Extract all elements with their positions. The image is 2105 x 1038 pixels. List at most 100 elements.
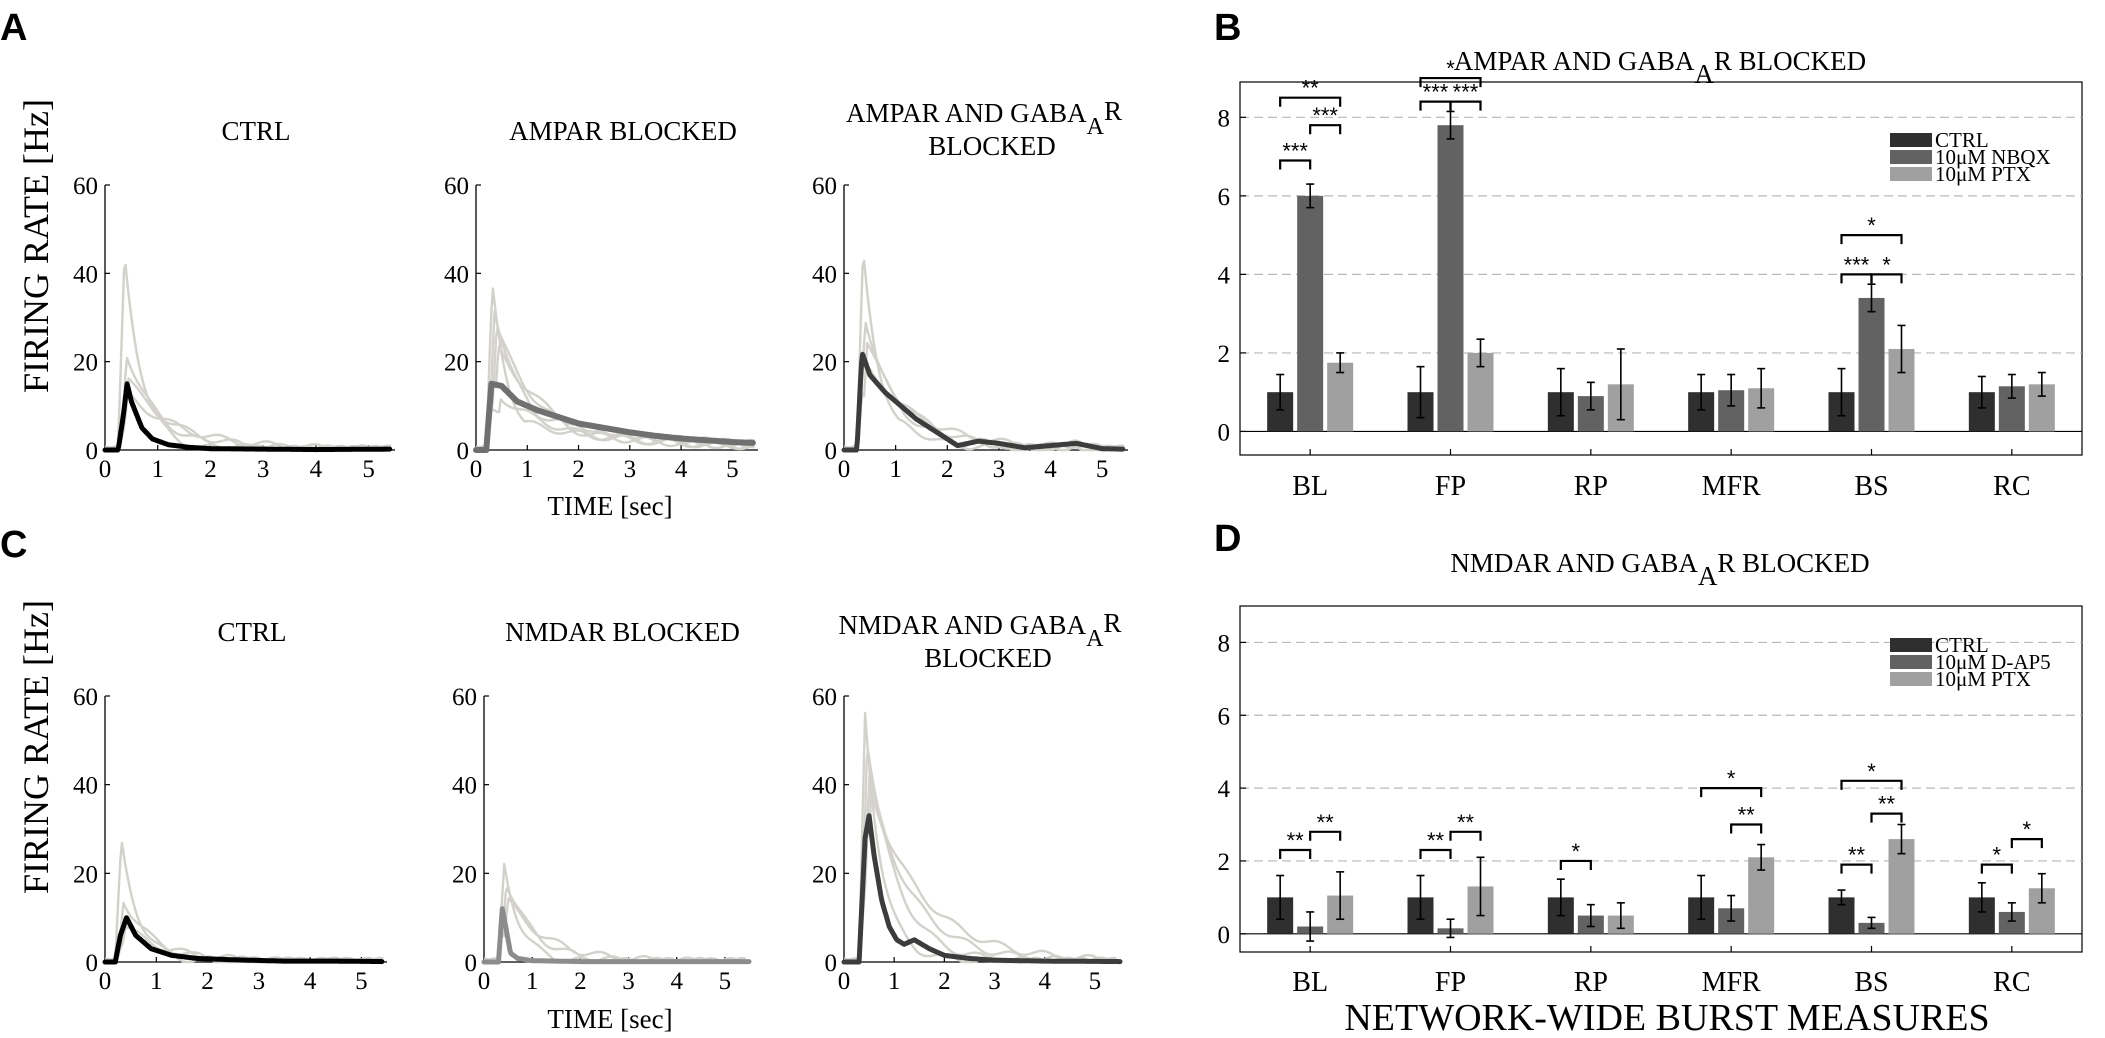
chart-title: CTRL [221,116,290,146]
line-chart-c2: NMDAR BLOCKED 0 20 40 60 0 1 2 3 4 5 [452,617,752,995]
y-tick-label: 60 [73,173,98,200]
bar-chart-b: AMPAR AND GABAAR BLOCKED 0 2 4 6 8 BL FP RP MFR BS… [1218,46,2083,502]
significance-bracket [1419,76,1482,88]
significance-label: * [1572,839,1581,864]
chart-title-part: NMDAR AND GABA [1450,548,1698,578]
bar [1327,362,1354,432]
legend-swatch [1890,655,1932,669]
x-tick-label: RP [1574,967,1608,998]
significance-bracket [1449,100,1482,111]
chart-title-line1: AMPAR AND GABA [846,98,1087,128]
y-tick-label: 60 [812,173,837,200]
y-tick-label: 0 [825,438,838,465]
y-tick-label: 40 [812,773,837,800]
y-tick-label: 4 [1218,262,1231,289]
y-tick-label: 0 [1218,419,1231,446]
x-tick-label: 2 [201,968,214,995]
trial-trace [843,259,1125,452]
significance-bracket [1279,96,1342,107]
significance-label: * [1867,213,1876,238]
y-tick-label: 6 [1218,184,1231,211]
legend-swatch [1890,150,1932,164]
chart-title-subscript: A [1087,114,1105,140]
x-tick-label: 1 [151,456,164,483]
plot-frame [1239,605,2083,953]
x-tick-label: 2 [941,456,954,483]
legend-swatch [1890,167,1932,181]
x-tick-label: BS [1854,471,1888,502]
chart-title: AMPAR BLOCKED [509,116,737,146]
significance-bracket [1840,779,1903,790]
mean-trace [841,813,1123,965]
bar-chart-d: NMDAR AND GABAAR BLOCKED 0 2 4 6 8 BL FP RP MFR BS… [1218,548,2083,998]
chart-title-part: A [1698,561,1718,591]
y-tick-label: 20 [812,350,837,377]
trial-trace [104,901,384,964]
x-tick-label: 5 [726,456,739,483]
y-tick-label: 40 [73,773,98,800]
y-tick-label: 0 [86,438,99,465]
legend-label: CTRL [1935,633,1989,657]
x-tick-label: 0 [838,968,851,995]
y-tick-label: 40 [452,773,477,800]
significance-bracket [1279,848,1312,860]
y-tick-label: 2 [1218,849,1231,876]
x-tick-label: 5 [355,968,368,995]
chart-title: NMDAR AND GABAAR BLOCKED [1450,548,1869,591]
panel-label-d: D [1214,518,1241,560]
trial-trace [844,774,1117,964]
significance-bracket [1309,830,1342,841]
y-tick-label: 8 [1218,105,1231,132]
y-tick-label: 20 [812,861,837,888]
chart-title-line2: BLOCKED [924,643,1052,673]
legend-label: 10μM PTX [1935,162,2031,186]
legend-swatch [1890,133,1932,147]
y-tick-label: 0 [825,950,838,977]
x-tick-label: 3 [988,968,1001,995]
chart-title-subscript: A [1086,626,1104,652]
y-tick-label: 2 [1218,341,1231,368]
trial-trace [476,327,755,452]
chart-title: NMDAR AND GABAAR [839,608,1122,652]
x-tick-label: 4 [1044,456,1057,483]
legend-label: 10μM PTX [1935,667,2031,691]
significance-label: ** [1738,803,1756,828]
trial-trace [483,887,746,964]
significance-label: *** [1282,139,1308,164]
significance-label: ** [1287,828,1305,853]
y-tick-label: 40 [73,261,98,288]
legend-label: 10μM NBQX [1935,145,2051,169]
significance-bracket [1700,787,1763,798]
x-tick-label: 3 [993,456,1006,483]
significance-label: * [1993,843,2002,868]
significance-bracket [1840,234,1903,245]
y-axis-label-top: FIRING RATE [Hz] [16,99,56,393]
y-tick-label: 0 [465,950,478,977]
x-tick-label: 5 [362,456,375,483]
significance-bracket [1559,859,1592,870]
x-tick-label: 4 [670,968,683,995]
x-axis-label-bottom: TIME [sec] [547,1004,672,1034]
significance-bracket [1279,159,1312,170]
y-tick-label: 20 [452,861,477,888]
mean-trace [841,351,1126,453]
x-tick-label: 3 [622,968,635,995]
significance-bracket [1419,848,1452,860]
line-chart-a2: AMPAR BLOCKED 0 20 40 60 0 1 2 3 4 5 [444,116,758,483]
significance-bracket [1870,812,1903,823]
significance-label: *** [1453,80,1479,105]
x-tick-label: 0 [470,456,483,483]
chart-title-part: AMPAR AND GABA [1454,46,1695,76]
x-axis-label-top: TIME [sec] [547,491,672,521]
significance-label: ** [1317,810,1335,835]
chart-title: AMPAR AND GABAAR [846,96,1122,140]
x-tick-label: 3 [253,968,266,995]
y-tick-label: 0 [86,950,99,977]
x-tick-label: 3 [257,456,270,483]
bar [1858,297,1885,432]
y-tick-label: 60 [812,684,837,711]
chart-title-part: A [1694,59,1714,89]
burst-measures-label: NETWORK-WIDE BURST MEASURES [1344,997,1989,1038]
significance-bracket [2010,837,2043,849]
